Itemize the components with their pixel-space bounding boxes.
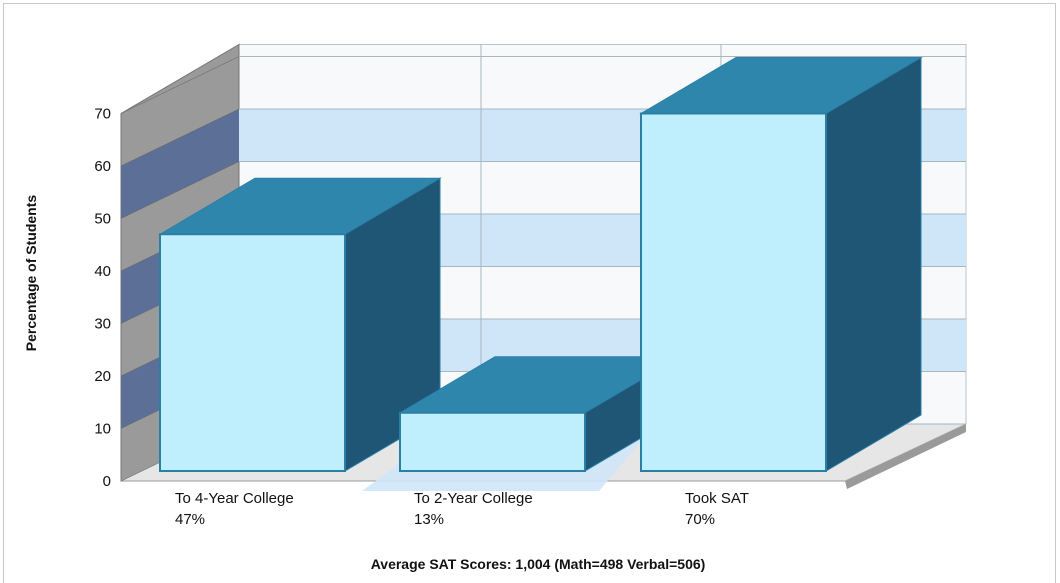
x-category-label: To 2-Year College (414, 490, 533, 507)
left-wall-band (121, 109, 239, 219)
gridline-side (120, 108, 240, 167)
floor-edge (845, 424, 966, 489)
y-tick-label: 70 (94, 106, 111, 123)
x-axis: To 4-Year College 47% To 2-Year College 13%… (175, 490, 749, 528)
x-category-label: To 4-Year College (175, 490, 294, 507)
y-axis-label: Percentage of Students (23, 195, 39, 352)
bar-front (640, 112, 827, 472)
y-tick-label: 50 (94, 211, 111, 228)
bar-front (159, 233, 346, 472)
y-tick-label: 40 (94, 263, 111, 280)
bars (158, 56, 923, 491)
x-value-label: 70% (685, 511, 715, 528)
y-tick-label: 20 (94, 368, 111, 385)
y-tick-label: 10 (94, 421, 111, 438)
y-tick-label: 60 (94, 158, 111, 175)
footer-note: Average SAT Scores: 1,004 (Math=498 Verb… (371, 556, 706, 572)
bar-side (825, 56, 922, 472)
gridline-side (120, 161, 240, 219)
gridline-side (120, 56, 240, 114)
x-value-label: 13% (414, 511, 444, 528)
bar (639, 56, 923, 472)
y-tick-label: 0 (103, 473, 111, 490)
x-value-label: 47% (175, 511, 205, 528)
y-tick-label: 30 (94, 316, 111, 333)
chart-frame (3, 3, 1056, 583)
x-category-label: Took SAT (685, 490, 749, 507)
y-axis: 0 10 20 30 40 50 60 70 (94, 106, 111, 491)
bar-front (399, 411, 586, 472)
bar (158, 177, 442, 472)
